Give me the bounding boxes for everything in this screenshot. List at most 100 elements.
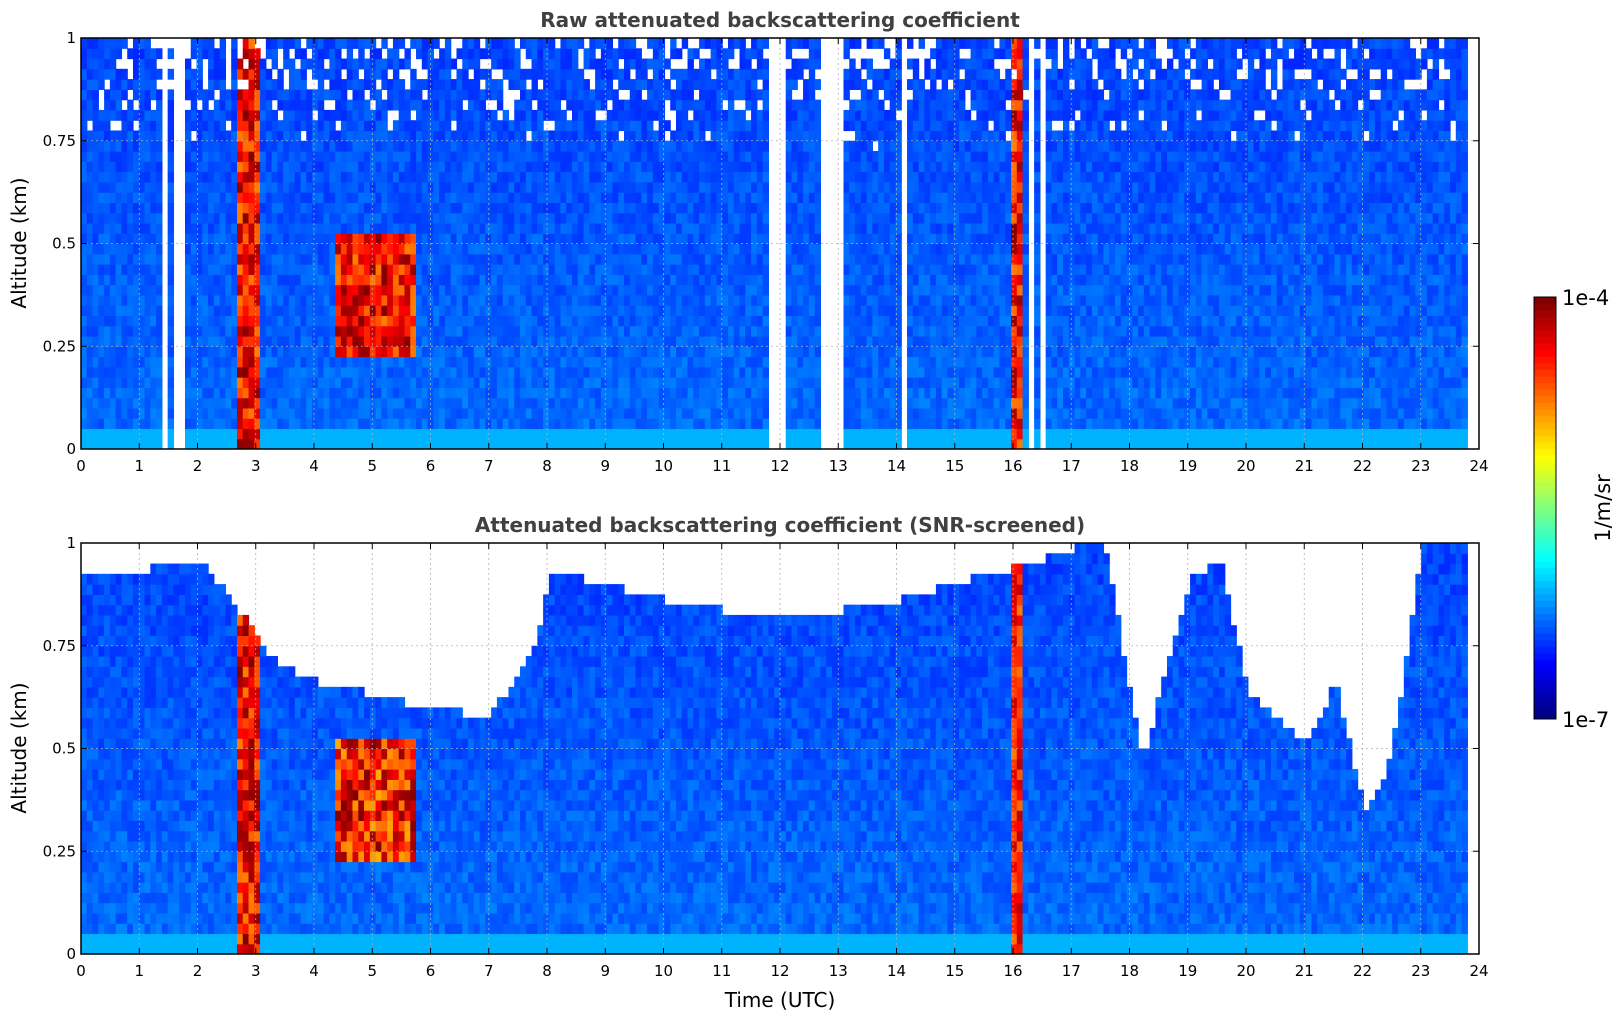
heatmap-cell [167, 428, 175, 440]
heatmap-cell [883, 120, 891, 132]
heatmap-cell [109, 346, 117, 358]
heatmap-cell [433, 233, 440, 245]
heatmap-cell [739, 38, 746, 49]
heatmap-cell [583, 438, 590, 449]
heatmap-cell [479, 130, 486, 142]
heatmap-cell [537, 58, 544, 70]
heatmap-cell [577, 130, 585, 142]
heatmap-cell [398, 171, 406, 183]
heatmap-cell [144, 253, 151, 265]
heatmap-cell [583, 109, 590, 121]
heatmap-cell [364, 418, 371, 430]
heatmap-cell [803, 120, 810, 132]
heatmap-cell [733, 171, 741, 183]
heatmap-cell [346, 315, 354, 327]
heatmap-cell [710, 264, 718, 275]
heatmap-cell [537, 346, 544, 358]
heatmap-cell [398, 284, 406, 296]
heatmap-cell [675, 192, 683, 203]
heatmap-cell [190, 48, 198, 60]
heatmap-cell [265, 161, 273, 173]
heatmap-cell [693, 48, 700, 60]
heatmap-cell [502, 243, 510, 255]
heatmap-cell [92, 243, 99, 255]
heatmap-cell [323, 130, 330, 142]
heatmap-cell [762, 192, 769, 203]
heatmap-cell [727, 284, 735, 296]
heatmap-cell [554, 58, 562, 70]
heatmap-cell [358, 243, 365, 255]
heatmap-cell [479, 222, 486, 234]
heatmap-cell [572, 315, 579, 327]
heatmap-cell [104, 315, 111, 327]
heatmap-cell [208, 79, 215, 90]
heatmap-cell [803, 438, 810, 449]
heatmap-cell [756, 68, 764, 80]
heatmap-cell [456, 89, 463, 101]
heatmap-cell [496, 99, 504, 111]
heatmap-cell [548, 418, 556, 430]
heatmap-cell [352, 387, 359, 399]
heatmap-cell [421, 294, 429, 306]
heatmap-cell [288, 151, 296, 162]
heatmap-cell [156, 192, 163, 203]
heatmap-cell [421, 356, 429, 368]
heatmap-cell [444, 387, 452, 399]
heatmap-cell [392, 233, 400, 245]
heatmap-cell [560, 428, 567, 440]
heatmap-cell [92, 68, 99, 80]
heatmap-cell [589, 161, 596, 173]
heatmap-cell [670, 346, 677, 358]
heatmap-cell [346, 192, 354, 203]
heatmap-cell [392, 438, 400, 449]
heatmap-cell [733, 335, 741, 347]
heatmap-cell [664, 140, 671, 152]
heatmap-cell [751, 325, 758, 337]
heatmap-cell [208, 192, 215, 203]
heatmap-cell [369, 140, 377, 152]
heatmap-cell [306, 253, 313, 265]
heatmap-cell [335, 140, 342, 152]
heatmap-cell [756, 284, 764, 296]
heatmap-cell [739, 335, 746, 347]
heatmap-cell [664, 407, 671, 419]
heatmap-cell [849, 418, 856, 430]
heatmap-cell [849, 264, 856, 275]
heatmap-cell [312, 130, 319, 142]
heatmap-cell [704, 438, 712, 449]
heatmap-cell [595, 192, 602, 203]
heatmap-cell [600, 233, 608, 245]
heatmap-cell [473, 68, 481, 80]
heatmap-cell [762, 151, 769, 162]
heatmap-cell [352, 264, 359, 275]
heatmap-cell [699, 58, 706, 70]
heatmap-cell [652, 38, 660, 49]
heatmap-cell [687, 243, 694, 255]
heatmap-cell [242, 38, 250, 49]
heatmap-cell [883, 212, 891, 224]
heatmap-cell [554, 305, 562, 317]
heatmap-cell [531, 38, 538, 49]
heatmap-cell [808, 151, 816, 162]
heatmap-cell [843, 109, 850, 121]
heatmap-cell [444, 274, 452, 286]
heatmap-cell [98, 356, 105, 368]
heatmap-cell [727, 140, 735, 152]
heatmap-cell [710, 397, 718, 409]
heatmap-cell [577, 151, 585, 162]
heatmap-cell [219, 397, 227, 409]
heatmap-cell [444, 181, 452, 193]
heatmap-cell [81, 48, 88, 60]
heatmap-cell [629, 366, 637, 378]
heatmap-cell [560, 109, 567, 121]
heatmap-cell [283, 325, 290, 337]
heatmap-cell [704, 366, 712, 378]
heatmap-cell [335, 79, 342, 90]
heatmap-cell [265, 335, 273, 347]
heatmap-cell [392, 305, 400, 317]
heatmap-cell [687, 181, 694, 193]
heatmap-cell [231, 243, 238, 255]
heatmap-cell [658, 109, 666, 121]
heatmap-cell [329, 428, 336, 440]
heatmap-cell [520, 233, 527, 245]
